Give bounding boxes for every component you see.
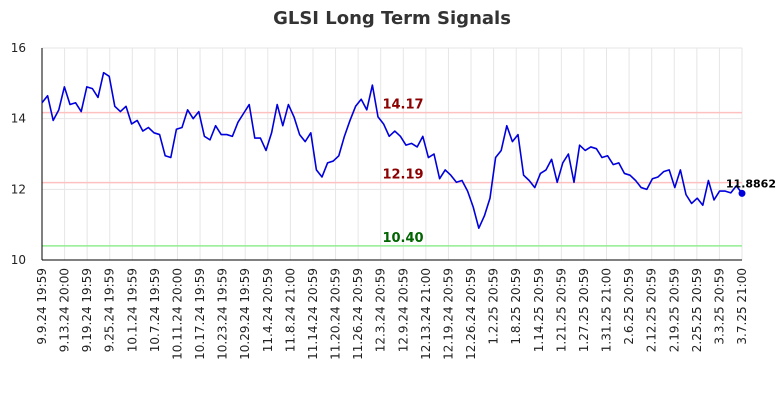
grid <box>41 47 743 261</box>
x-tick-label: 10.29.24 19:59 <box>238 268 252 360</box>
axes: 10 12 14 16 9.9.24 19:59 9.13.24 20:00 9.19.24… <box>11 41 749 360</box>
x-tick-label: 9.19.24 19:59 <box>80 268 94 352</box>
y-tick-label: 16 <box>11 41 26 55</box>
signal-levels <box>42 111 742 247</box>
x-tick-label: 12.3.24 20:59 <box>374 268 388 352</box>
y-tick-label: 14 <box>11 112 26 126</box>
x-tick-label: 11.26.24 20:59 <box>351 268 365 360</box>
x-tick-label: 10.23.24 19:59 <box>216 268 230 360</box>
x-tick-label: 1.21.25 20:59 <box>554 268 568 352</box>
x-tick-label: 2.6.25 20:59 <box>622 268 636 345</box>
x-tick-label: 3.3.25 20:59 <box>712 268 726 345</box>
x-tick-label: 9.13.24 20:00 <box>58 268 72 352</box>
labels: 14.17 12.19 10.40 11.8862 <box>382 98 776 246</box>
series <box>41 71 746 229</box>
x-tick-label: 2.19.25 20:59 <box>667 268 681 352</box>
x-tick-label: 1.8.25 20:59 <box>509 268 523 345</box>
chart-title: GLSI Long Term Signals <box>273 8 511 29</box>
x-tick-label: 10.1.24 19:59 <box>125 268 139 352</box>
price-series-line <box>41 71 743 229</box>
x-tick-label: 1.2.25 20:59 <box>487 268 501 345</box>
x-tick-label: 11.20.24 20:59 <box>329 268 343 360</box>
x-tick-label: 2.25.25 20:59 <box>690 268 704 352</box>
x-tick-label: 9.25.24 19:59 <box>103 268 117 352</box>
x-tick-label: 1.31.25 21:00 <box>600 268 614 352</box>
x-tick-label: 12.26.24 20:59 <box>464 268 478 360</box>
x-tick-label: 11.8.24 21:00 <box>283 268 297 352</box>
x-tick-label: 1.14.25 20:59 <box>532 268 546 352</box>
x-tick-label: 12.13.24 21:00 <box>419 268 433 360</box>
y-tick-label: 10 <box>11 253 26 267</box>
x-tick-label: 12.19.24 20:59 <box>441 268 455 360</box>
x-tick-label: 10.17.24 19:59 <box>193 268 207 360</box>
x-tick-label: 9.9.24 19:59 <box>35 268 49 345</box>
signal-level-label: 10.40 <box>382 231 423 246</box>
x-tick-label: 12.9.24 20:59 <box>396 268 410 352</box>
last-point-marker <box>738 189 746 197</box>
x-tick-label: 11.4.24 20:59 <box>261 268 275 352</box>
x-tick-label: 11.14.24 20:59 <box>306 268 320 360</box>
signal-level-label: 14.17 <box>382 98 423 113</box>
x-tick-label: 1.27.25 20:59 <box>577 268 591 352</box>
signal-level-label: 12.19 <box>382 168 423 183</box>
x-tick-label: 2.12.25 20:59 <box>645 268 659 352</box>
y-tick-label: 12 <box>11 182 26 196</box>
last-value-label: 11.8862 <box>726 177 776 190</box>
x-tick-label: 10.11.24 20:00 <box>170 268 184 360</box>
x-tick-label: 10.7.24 19:59 <box>148 268 162 352</box>
x-tick-label: 3.7.25 21:00 <box>735 268 749 345</box>
